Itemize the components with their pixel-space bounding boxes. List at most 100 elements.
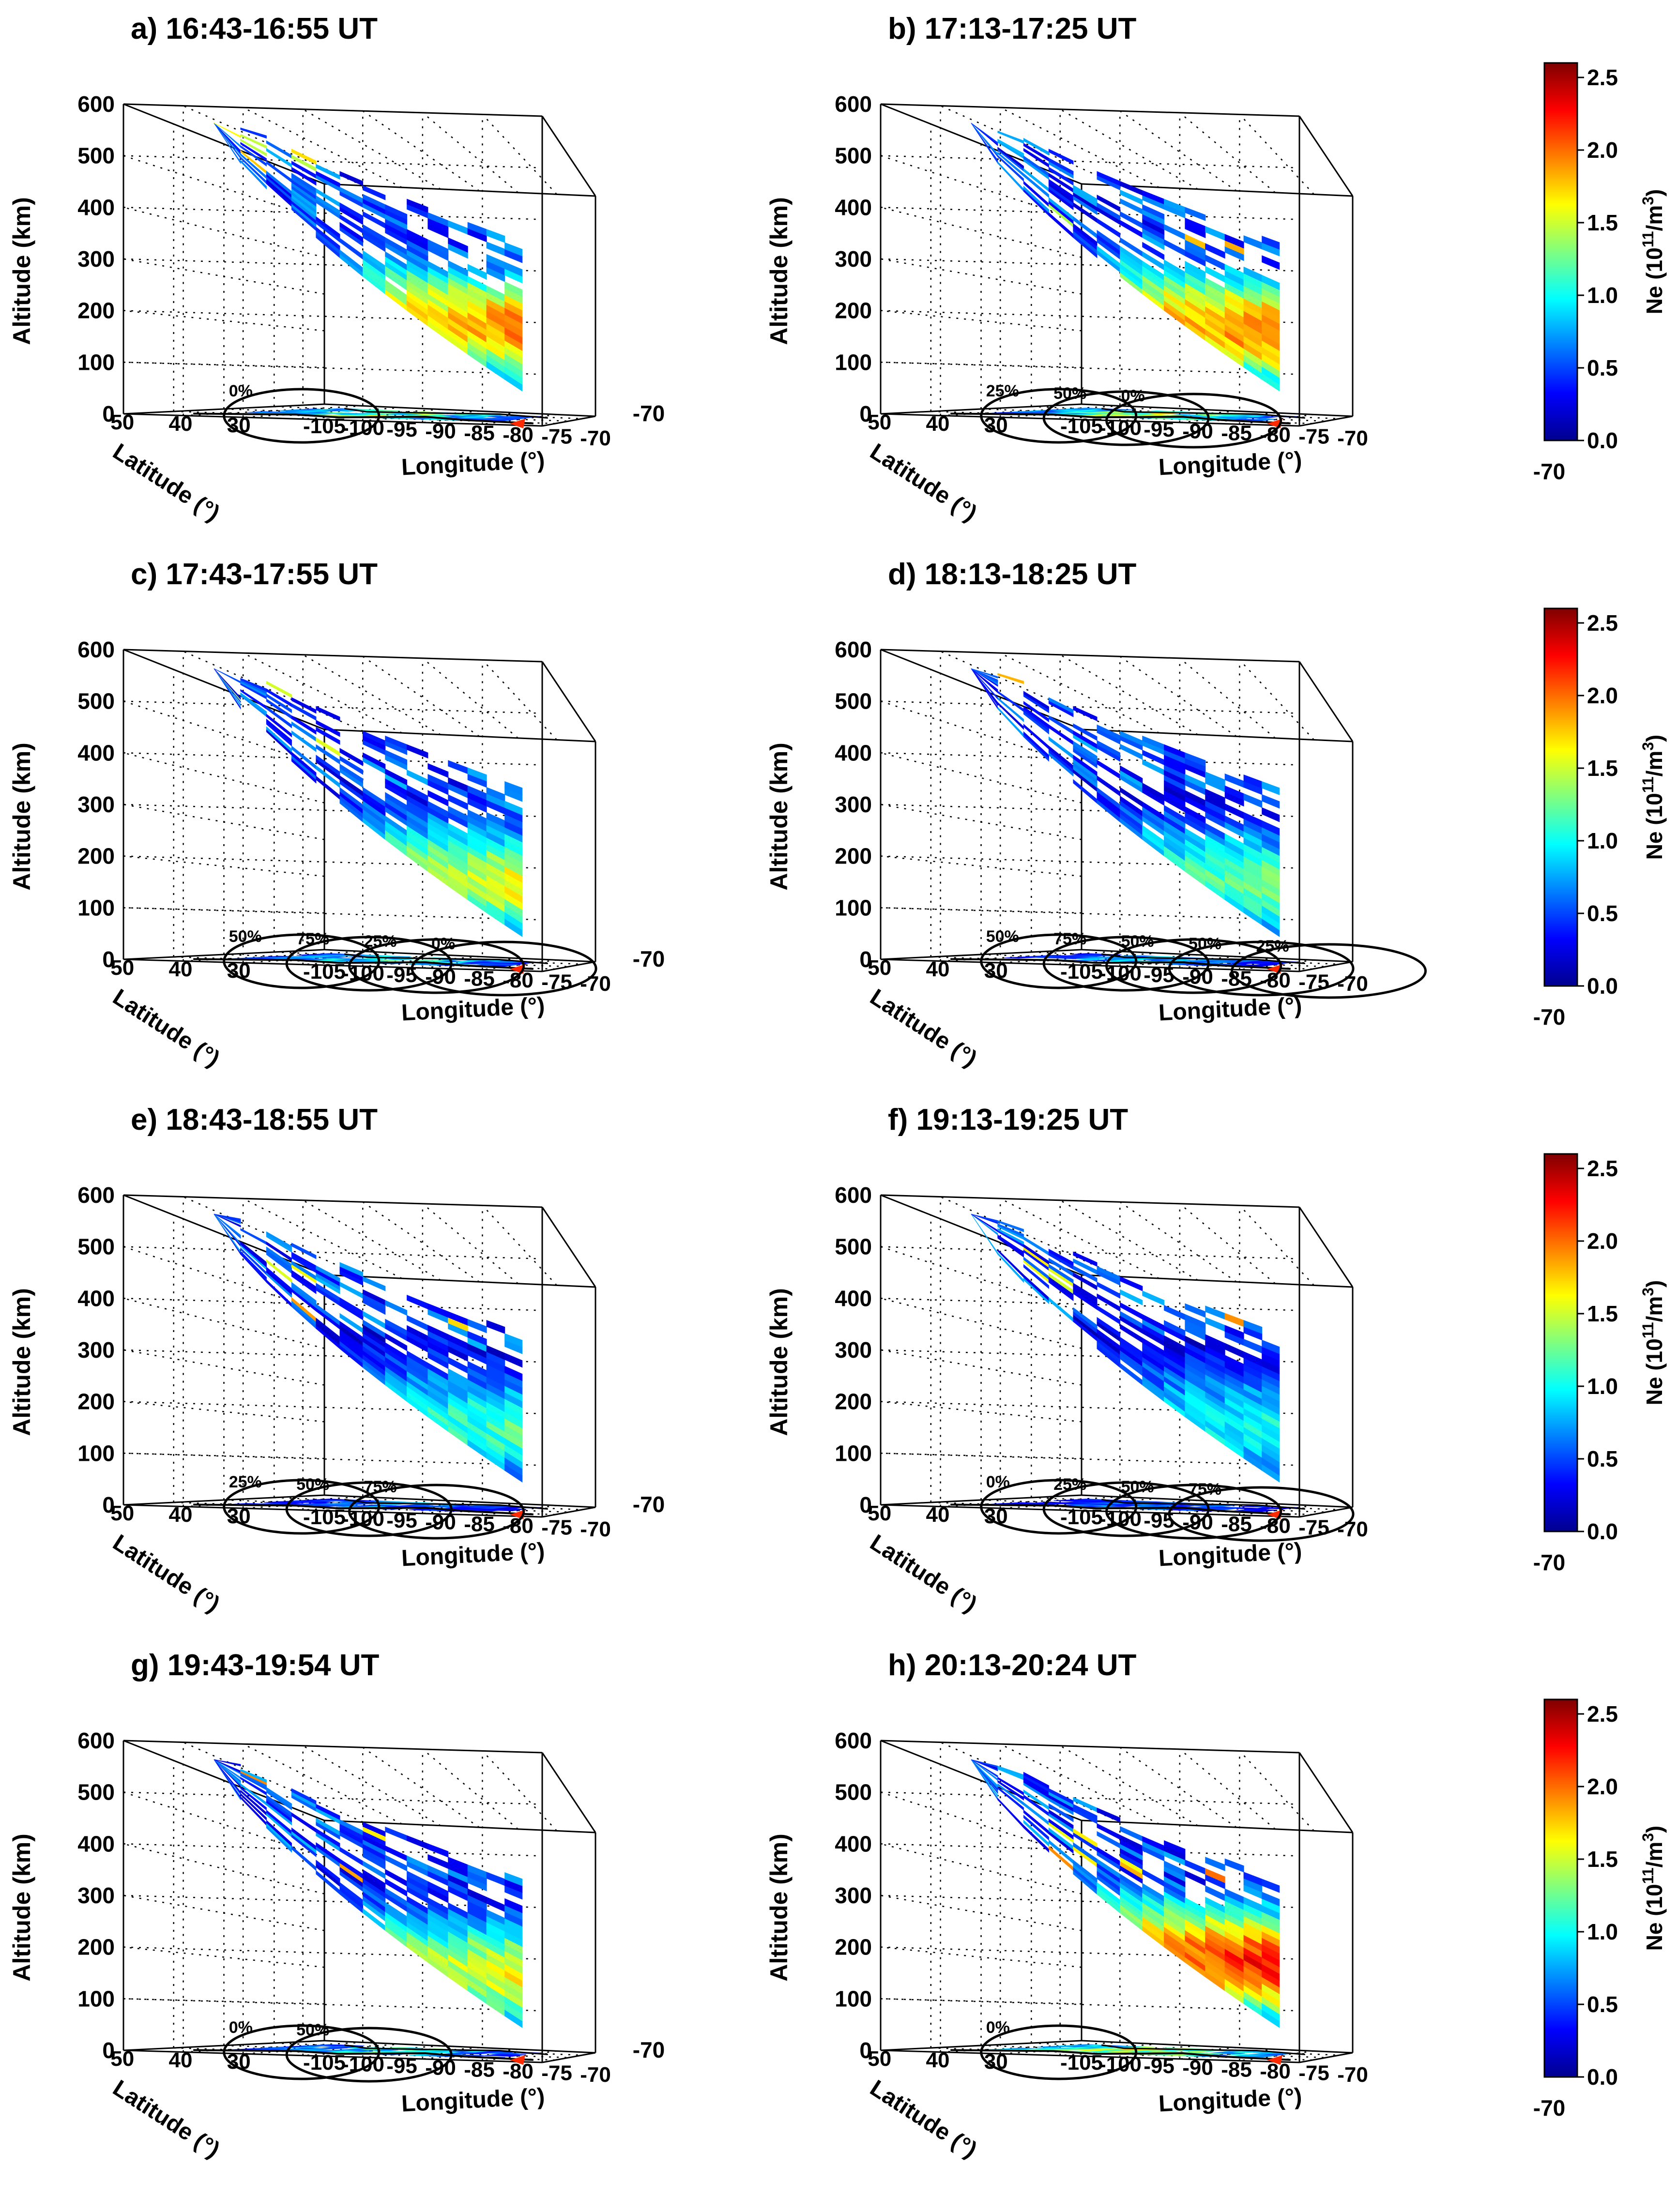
density-cell bbox=[240, 138, 267, 157]
lon-tick-label: -100 bbox=[1099, 416, 1142, 440]
density-cell bbox=[971, 1759, 998, 1778]
density-cell bbox=[1164, 1840, 1186, 1855]
density-cell bbox=[316, 227, 340, 251]
grid-line bbox=[1179, 657, 1276, 739]
lon-tick-label: -75 bbox=[541, 970, 572, 994]
eclipse-contour bbox=[223, 388, 381, 444]
grid-line bbox=[1239, 659, 1314, 741]
panel-title: h) 20:13-20:24 UT bbox=[888, 1649, 1137, 1682]
box-edge bbox=[880, 958, 1300, 972]
colorbar-label-part: 11 bbox=[1639, 776, 1657, 793]
lat-tick-label: 30 bbox=[984, 1504, 1008, 1528]
alt-tick-label: 500 bbox=[77, 1780, 115, 1805]
density-cell bbox=[240, 134, 267, 149]
contour-label: 50% bbox=[1189, 935, 1221, 953]
box-edge bbox=[880, 103, 1300, 117]
grid-line bbox=[880, 1246, 1300, 1259]
density-cell bbox=[1142, 1869, 1165, 1887]
density-cell bbox=[971, 1759, 998, 1798]
lat-tick-label: 50 bbox=[868, 956, 891, 980]
eclipse-contour bbox=[223, 1479, 381, 1535]
alt-tick-label: 300 bbox=[835, 246, 872, 272]
grid-line bbox=[123, 310, 325, 332]
contour-label: 25% bbox=[986, 382, 1019, 400]
lon-tick-label: -85 bbox=[1221, 2058, 1252, 2081]
lon-tick-label: -80 bbox=[503, 2060, 534, 2083]
grid-line bbox=[422, 1748, 519, 1830]
lon-tick-label: -90 bbox=[425, 2056, 456, 2080]
box-edge bbox=[1298, 1207, 1354, 1288]
alt-tick-label: 600 bbox=[77, 91, 115, 117]
floor-cell bbox=[466, 2052, 488, 2055]
density-cell bbox=[971, 122, 998, 156]
density-cell bbox=[997, 154, 1024, 182]
density-cell bbox=[467, 1331, 487, 1346]
density-cell bbox=[1097, 759, 1121, 779]
lon-tick-label: -85 bbox=[464, 1512, 495, 1536]
box-edge bbox=[1081, 728, 1353, 742]
density-cell bbox=[214, 122, 241, 153]
coastline bbox=[193, 2049, 534, 2061]
grid-line bbox=[303, 1199, 441, 1281]
alt-tick-label: 200 bbox=[77, 844, 115, 869]
density-cell bbox=[316, 1265, 340, 1283]
alt-tick-label: 100 bbox=[77, 349, 115, 375]
coastline bbox=[1101, 2044, 1305, 2055]
grid-line bbox=[303, 108, 441, 190]
grid-line bbox=[1000, 1743, 1159, 1825]
alt-tick-label: 300 bbox=[77, 792, 115, 817]
alt-axis-label: Altitude (km) bbox=[8, 1288, 35, 1436]
coastline bbox=[1101, 953, 1305, 964]
alt-tick-label: 400 bbox=[835, 1831, 872, 1856]
colorbar-tick-label: 2.5 bbox=[1587, 1156, 1618, 1181]
floor-grid bbox=[482, 1505, 557, 1516]
contour-label: 75% bbox=[364, 1478, 397, 1496]
density-cell bbox=[504, 242, 523, 257]
eclipse-contour bbox=[1231, 943, 1427, 999]
contour-label: 0% bbox=[1121, 387, 1145, 405]
box-edge bbox=[1081, 1494, 1353, 1508]
density-cell bbox=[1120, 1289, 1143, 1306]
lon-tick-label: -90 bbox=[1182, 420, 1213, 443]
panel-title: e) 18:43-18:55 UT bbox=[131, 1103, 378, 1136]
lat-axis-label: Latitude (°) bbox=[108, 1530, 225, 1617]
density-cell bbox=[316, 216, 340, 239]
alt-tick-label: 0 bbox=[102, 1492, 115, 1517]
density-cell bbox=[291, 703, 317, 721]
grid-line bbox=[422, 112, 519, 193]
floor-grid bbox=[243, 407, 402, 418]
alt-tick-label: 500 bbox=[835, 1780, 872, 1805]
colorbar bbox=[1543, 62, 1578, 441]
density-cell bbox=[240, 1793, 267, 1821]
lon-tick-label: -75 bbox=[541, 424, 572, 448]
alt-tick-label: 600 bbox=[835, 1182, 872, 1208]
lon-tick-label: -100 bbox=[342, 2053, 384, 2076]
lon-tick-label: -95 bbox=[386, 418, 417, 441]
eclipse-contour bbox=[223, 933, 381, 989]
floor-grid bbox=[1239, 414, 1314, 425]
axis-end-label: -70 bbox=[633, 401, 665, 426]
density-cell bbox=[291, 751, 317, 777]
alt-tick-label: 400 bbox=[835, 740, 872, 765]
eclipse-contour bbox=[1168, 940, 1355, 997]
floor-grid bbox=[1000, 952, 1159, 964]
density-cell bbox=[1023, 691, 1049, 711]
alt-tick-label: 600 bbox=[835, 637, 872, 662]
alt-tick-label: 400 bbox=[77, 195, 115, 220]
grid-line bbox=[1119, 110, 1237, 192]
eclipse-contour bbox=[348, 938, 525, 994]
box-edge bbox=[880, 2049, 1300, 2063]
density-cell bbox=[266, 681, 292, 698]
density-cell bbox=[339, 1262, 364, 1277]
density-cell bbox=[997, 1228, 1024, 1245]
density-cell bbox=[407, 769, 428, 786]
coastline bbox=[1101, 408, 1305, 419]
density-cell bbox=[1048, 1809, 1074, 1830]
alt-tick-label: 0 bbox=[859, 1492, 872, 1517]
lon-tick-label: -95 bbox=[1144, 1509, 1175, 1532]
grid-line bbox=[482, 114, 557, 195]
lon-tick-label: -70 bbox=[580, 1517, 611, 1541]
density-cell bbox=[316, 720, 340, 737]
lat-axis-label: Latitude (°) bbox=[866, 439, 982, 526]
grid-line bbox=[880, 155, 1300, 168]
